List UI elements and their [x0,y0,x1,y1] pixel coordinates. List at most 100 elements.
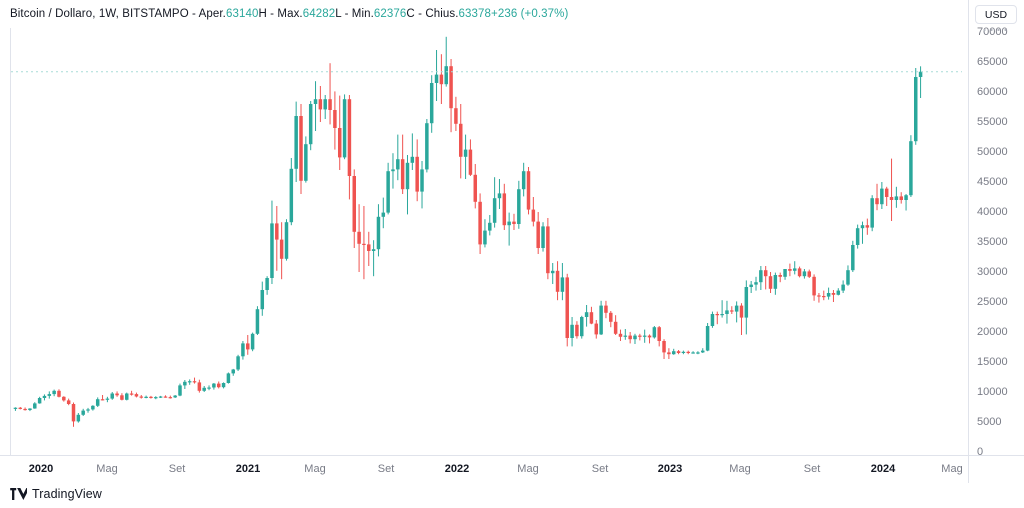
candle-wick [397,134,399,181]
candle-body [134,394,139,397]
candle-body [623,335,628,337]
candle-body [478,201,482,245]
candle-body [192,381,197,383]
candle-wick [363,206,365,280]
candle-body [371,249,376,251]
candle-wick [624,329,626,340]
candle-body [870,198,874,228]
candle-body [328,99,332,110]
tradingview-logo-icon [10,488,27,500]
candle-body [425,123,429,170]
candle-body [197,382,202,391]
candle-body [642,335,647,337]
candle-wick [731,306,733,314]
candle-wick [194,377,196,384]
candle-wick [794,261,796,275]
low-label: L - Min. [335,8,374,20]
candle-body [337,128,342,158]
candle-body [802,271,807,277]
candle-wick [716,311,718,325]
candle-body [773,275,778,289]
candle-body [57,390,61,397]
candle-body [734,305,739,312]
time-axis-tick: Mag [941,463,963,475]
candle-body [289,168,294,223]
candle-body [507,221,511,226]
time-axis-tick: 2024 [870,463,896,475]
candle-body [144,396,148,398]
candle-body [308,104,313,145]
candle-body [37,398,42,404]
candle-body [342,99,347,158]
candle-body [76,414,81,422]
chart-pane[interactable] [10,28,962,455]
candle-body [768,276,773,289]
candle-body [792,268,797,271]
low-value: 62376 [373,8,407,20]
price-axis-tick: 60000 [977,86,1008,98]
time-axis-tick: 2022 [444,463,470,475]
price-axis-tick: 65000 [977,56,1008,68]
candle-body [444,66,448,85]
candle-body [841,284,845,291]
tradingview-branding[interactable]: TradingView [10,487,102,501]
candle-body [459,123,463,157]
candle-body [531,209,536,222]
candle-body [400,159,405,190]
candle-body [304,144,308,181]
candle-body [860,225,865,229]
price-scale-handle-icon[interactable] [981,28,1011,32]
candle-body [66,400,71,404]
candle-body [613,321,618,334]
candle-wick [508,212,510,246]
candle-body [889,197,894,200]
time-axis[interactable]: 2020 Mag Set 2021 Mag Set 2022 Mag Set 2023 Mag Set… [0,455,1024,483]
candle-body [560,277,565,292]
candle-wick [920,66,922,98]
tradingview-wordmark: TradingView [32,487,102,501]
candle-wick [818,293,820,303]
candle-body [633,335,637,340]
price-axis-tick: 55000 [977,116,1008,128]
candle-body [826,293,831,297]
candle-body [313,99,318,104]
candle-body [347,99,352,176]
symbol-label[interactable]: Bitcoin / Dollaro, 1W, BITSTAMP [10,8,180,20]
candle-body [763,270,768,277]
candle-body [260,290,265,310]
candle-body [226,373,231,383]
candle-body [23,408,27,411]
candle-body [788,269,792,271]
candle-body [410,156,415,163]
candle-wick [315,81,317,131]
candle-wick [736,301,738,323]
candle-body [550,270,555,274]
candle-body [47,394,52,396]
currency-badge[interactable]: USD [975,5,1017,24]
candle-body [86,409,90,411]
candlestick-series[interactable] [11,28,962,455]
candle-body [275,223,279,240]
chart-legend[interactable]: Bitcoin / Dollaro, 1W, BITSTAMPO - Aper.… [10,8,568,20]
candle-body [115,393,119,396]
candle-body [236,356,240,370]
candle-body [270,223,274,278]
candle-body [381,212,386,217]
candle-body [715,314,720,316]
candle-body [241,343,245,357]
time-axis-tick: Mag [96,463,118,475]
candle-body [62,396,66,401]
price-axis-tick: 30000 [977,266,1008,278]
candle-body [584,312,589,317]
candle-body [817,295,821,297]
candle-body [894,196,899,200]
open-label: O - Aper. [179,8,226,20]
price-axis[interactable]: USD 70000 65000 60000 55000 50000 45000 40000 3… [968,0,1024,458]
candle-body [386,171,390,213]
candle-wick [329,63,331,125]
high-label: H - Max. [258,8,303,20]
candle-body [294,116,298,169]
candle-body [367,244,371,251]
candle-wick [445,36,447,87]
